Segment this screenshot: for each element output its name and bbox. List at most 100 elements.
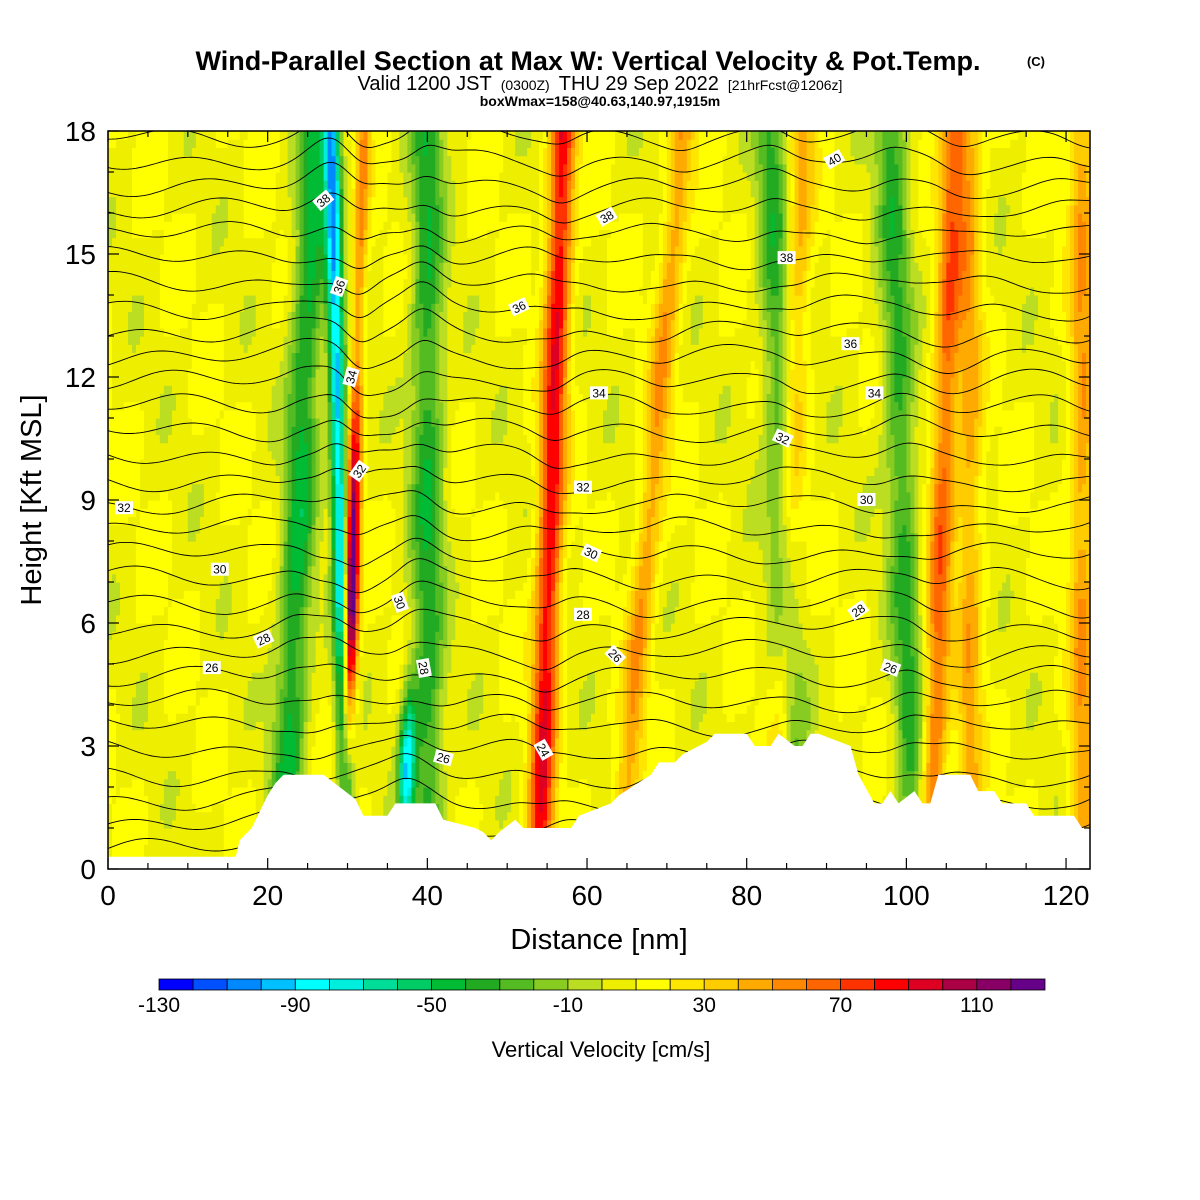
velocity-cell xyxy=(918,467,927,476)
velocity-cell xyxy=(834,631,871,640)
velocity-cell xyxy=(978,524,987,534)
velocity-cell xyxy=(918,713,923,722)
velocity-cell xyxy=(1078,614,1087,624)
velocity-cell xyxy=(1038,705,1055,714)
velocity-cell xyxy=(155,418,173,427)
velocity-cell xyxy=(555,713,560,722)
velocity-cell xyxy=(579,582,616,591)
velocity-cell xyxy=(834,491,860,501)
velocity-cell xyxy=(523,746,528,755)
velocity-cell xyxy=(814,442,880,452)
velocity-cell xyxy=(1070,541,1075,550)
velocity-cell xyxy=(559,549,564,558)
velocity-cell xyxy=(331,541,337,550)
velocity-cell xyxy=(1074,639,1079,649)
velocity-cell xyxy=(263,729,273,739)
velocity-cell xyxy=(718,606,728,616)
velocity-cell xyxy=(766,688,784,698)
velocity-cell xyxy=(990,737,1011,747)
velocity-cell xyxy=(966,590,975,599)
velocity-cell xyxy=(974,450,979,460)
velocity-cell xyxy=(443,737,524,747)
velocity-cell xyxy=(946,582,951,591)
velocity-cell xyxy=(527,762,532,772)
velocity-cell xyxy=(255,426,269,435)
velocity-cell xyxy=(722,664,756,673)
velocity-cell xyxy=(331,770,337,780)
velocity-cell xyxy=(950,729,959,739)
velocity-cell xyxy=(806,557,840,567)
velocity-cell xyxy=(275,770,281,780)
velocity-cell xyxy=(467,696,484,706)
velocity-cell xyxy=(311,475,317,485)
velocity-cell xyxy=(902,721,915,731)
velocity-cell xyxy=(862,483,891,493)
velocity-cell xyxy=(838,713,844,722)
velocity-cell xyxy=(662,532,672,542)
velocity-cell xyxy=(271,762,277,772)
velocity-cell xyxy=(634,737,640,747)
velocity-cell xyxy=(108,778,117,788)
velocity-cell xyxy=(583,565,616,575)
velocity-cell xyxy=(634,541,640,550)
velocity-cell xyxy=(1026,582,1067,591)
velocity-cell xyxy=(938,508,947,517)
velocity-cell xyxy=(670,623,724,632)
velocity-cell xyxy=(567,639,612,649)
velocity-cell xyxy=(403,565,412,575)
velocity-cell xyxy=(942,524,947,534)
velocity-cell xyxy=(1030,680,1043,690)
velocity-cell xyxy=(1026,778,1035,788)
velocity-cell xyxy=(311,754,333,763)
velocity-cell xyxy=(918,746,923,755)
velocity-cell xyxy=(503,598,508,608)
velocity-cell xyxy=(359,508,365,517)
velocity-cell xyxy=(363,623,369,632)
velocity-cell xyxy=(539,557,544,567)
velocity-cell xyxy=(982,606,987,616)
velocity-cell xyxy=(499,672,524,681)
velocity-cell xyxy=(355,647,361,657)
velocity-cell xyxy=(287,483,293,493)
velocity-cell xyxy=(251,500,261,509)
velocity-cell xyxy=(167,606,201,616)
velocity-cell xyxy=(650,647,656,657)
velocity-cell xyxy=(367,475,404,485)
velocity-cell xyxy=(938,483,947,493)
velocity-cell xyxy=(950,614,963,624)
velocity-cell xyxy=(435,590,444,599)
velocity-cell xyxy=(199,598,217,608)
velocity-cell xyxy=(946,705,951,714)
velocity-cell xyxy=(662,475,672,485)
velocity-cell xyxy=(363,475,369,485)
velocity-cell xyxy=(411,450,416,460)
velocity-cell xyxy=(638,557,644,567)
velocity-cell xyxy=(303,672,309,681)
velocity-cell xyxy=(930,721,943,731)
velocity-cell xyxy=(990,582,1003,591)
velocity-cell xyxy=(902,705,915,714)
velocity-cell xyxy=(962,565,979,575)
velocity-cell xyxy=(287,475,293,485)
velocity-cell xyxy=(1074,746,1079,755)
velocity-cell xyxy=(227,623,273,632)
velocity-cell xyxy=(770,524,780,534)
velocity-cell xyxy=(335,729,341,739)
velocity-cell xyxy=(654,483,664,493)
velocity-cell xyxy=(802,672,820,681)
velocity-cell xyxy=(395,713,400,722)
velocity-cell xyxy=(722,647,756,657)
velocity-cell xyxy=(363,491,369,501)
velocity-cell xyxy=(918,524,923,534)
velocity-cell xyxy=(355,672,361,681)
velocity-cell xyxy=(307,483,313,493)
velocity-cell xyxy=(982,541,991,550)
velocity-cell xyxy=(1038,500,1071,509)
velocity-cell xyxy=(315,737,333,747)
velocity-cell xyxy=(531,459,536,468)
velocity-cell xyxy=(838,549,883,558)
velocity-cell xyxy=(930,467,935,476)
velocity-cell xyxy=(1026,705,1039,714)
velocity-cell xyxy=(539,532,544,542)
velocity-cell xyxy=(615,696,624,706)
